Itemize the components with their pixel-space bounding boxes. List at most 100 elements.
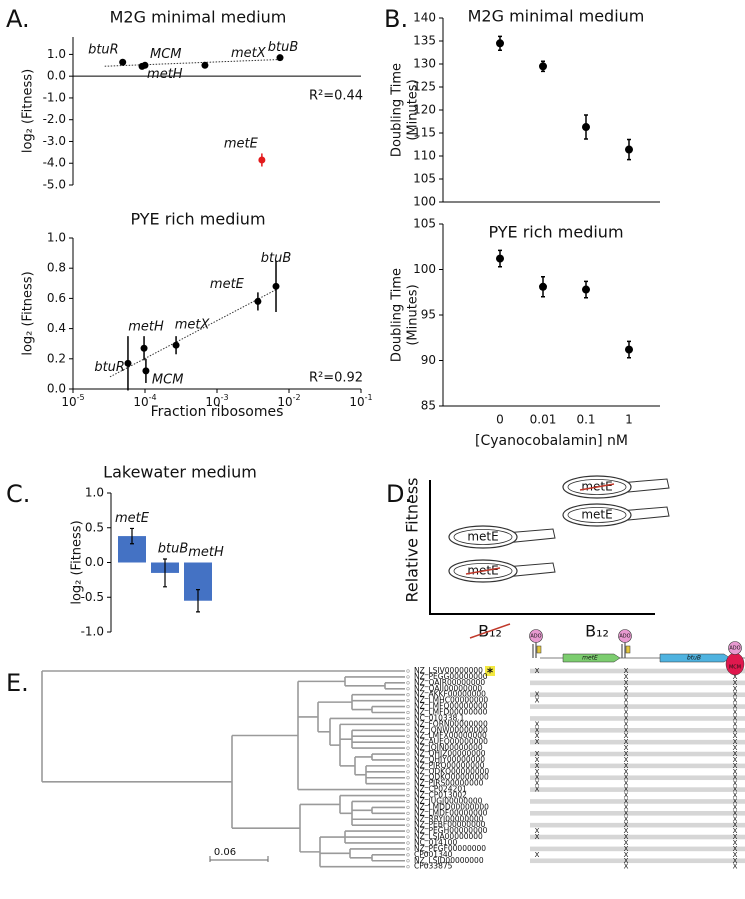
panel-label: B. <box>384 5 408 33</box>
presence-mark: X <box>733 803 738 811</box>
point <box>142 367 150 375</box>
y-tick-label: 0.5 <box>85 520 104 534</box>
x-tick-label: 10-1 <box>349 393 372 409</box>
point-label: metX <box>231 46 267 61</box>
point-label: MCM <box>150 47 182 62</box>
y-tick-label: 110 <box>413 149 436 163</box>
leaf-name: NZ_QHJZ00000000 <box>414 749 486 758</box>
leaf-node <box>406 704 410 709</box>
leaf-name: NZ_RRYI00000000 <box>414 814 484 823</box>
leaf-name: NZ_LMFQ00000000 <box>414 702 488 711</box>
y-tick-label: 125 <box>413 80 436 94</box>
presence-mark: X <box>624 762 629 770</box>
y-axis-label: Doubling Time <box>390 268 405 362</box>
riboswitch-box <box>536 645 542 654</box>
point <box>496 39 504 48</box>
y-tick-label: 120 <box>413 103 436 117</box>
leaf-node <box>406 853 410 857</box>
presence-mark: X <box>624 703 629 711</box>
presence-mark: X <box>535 827 540 835</box>
presence-mark: X <box>624 786 629 794</box>
y-tick-label: 0.0 <box>85 555 104 569</box>
cell-inner <box>567 479 627 495</box>
point-label: btuB <box>268 40 299 55</box>
leaf-name: NZ_PEGF00000000 <box>414 844 486 853</box>
x-tick-exponent: -2 <box>293 393 301 402</box>
leaf-node <box>406 787 410 792</box>
y-tick-label: 115 <box>413 126 436 140</box>
bar-label: btuB <box>158 542 189 557</box>
presence-mark: X <box>535 774 540 782</box>
row-band <box>530 834 745 840</box>
leaf-name: NZ_QDKO00000000 <box>414 773 489 782</box>
leaf-node <box>406 669 410 673</box>
presence-mark: X <box>535 667 540 675</box>
x-tick-exponent: -1 <box>365 393 373 402</box>
presence-mark: X <box>733 703 738 711</box>
error-bar <box>130 527 134 545</box>
leaf-mark: * <box>487 666 494 680</box>
trend-line <box>109 289 277 378</box>
y-axis-label: (Minutes) <box>406 79 421 140</box>
point-label: metE <box>210 277 245 292</box>
presence-mark: X <box>624 815 629 823</box>
point <box>625 145 633 154</box>
riboswitch-stem <box>532 642 537 658</box>
y-axis-label: log₂ (Fitness) <box>21 271 36 355</box>
presence-mark: X <box>624 738 629 746</box>
presence-mark: X <box>733 821 738 829</box>
x-tick-label: 10-3 <box>205 393 228 409</box>
row-band <box>530 775 745 781</box>
point-label: btuB <box>261 251 292 266</box>
row-band <box>530 799 745 804</box>
y-tick-label: -0.5 <box>81 590 104 604</box>
presence-mark: X <box>733 709 738 717</box>
gene-label: metE <box>582 655 598 662</box>
x-axis-label: [Cyanocobalamin] nM <box>475 433 628 449</box>
x-tick-label: 10-5 <box>61 393 84 409</box>
point <box>124 359 132 367</box>
condition-label: B₁₂ <box>585 622 609 641</box>
presence-mark: X <box>733 809 738 817</box>
leaf-node <box>406 817 410 821</box>
x-tick-exponent: -3 <box>221 393 229 402</box>
y-tick-label: 100 <box>413 195 436 209</box>
row-band <box>530 739 745 745</box>
presence-mark: X <box>733 732 738 740</box>
row-band <box>530 692 745 698</box>
presence-mark: X <box>624 809 629 817</box>
presence-mark: X <box>624 744 629 752</box>
y-tick-label: 105 <box>413 172 436 186</box>
point-label: metX <box>175 318 211 333</box>
leaf-name: NZ_QAIR00000000 <box>414 678 485 687</box>
y-axis-label: Doubling Time <box>390 63 405 157</box>
leaf-node <box>406 675 410 679</box>
y-axis-label: (Minutes) <box>406 284 421 345</box>
presence-mark: X <box>624 726 629 734</box>
leaf-name: NZ_QAII00000000 <box>414 684 482 693</box>
x-tick-label: 0.01 <box>530 413 557 427</box>
y-tick-label: 140 <box>413 11 436 25</box>
bar-label: metE <box>115 511 150 526</box>
presence-mark: X <box>624 792 629 800</box>
presence-mark: X <box>624 714 629 722</box>
x-tick-base: 10 <box>133 395 148 409</box>
leaf-name: CP001340 <box>414 850 453 859</box>
leaf-node <box>406 865 410 869</box>
leaf-highlight <box>485 666 495 676</box>
presence-mark: X <box>624 685 629 693</box>
presence-mark: X <box>733 774 738 782</box>
leaf-node <box>406 764 410 768</box>
presence-mark: X <box>624 667 629 675</box>
point <box>272 282 280 290</box>
presence-mark: X <box>535 726 540 734</box>
panel-label: C. <box>6 480 30 508</box>
presence-mark: X <box>624 756 629 764</box>
leaf-name: NZ_LMDF00000000 <box>414 808 488 817</box>
leaf-node <box>406 758 410 762</box>
leaf-node <box>406 710 410 715</box>
presence-mark: X <box>624 839 629 847</box>
cell-inner <box>567 507 627 523</box>
presence-mark: X <box>624 863 629 871</box>
